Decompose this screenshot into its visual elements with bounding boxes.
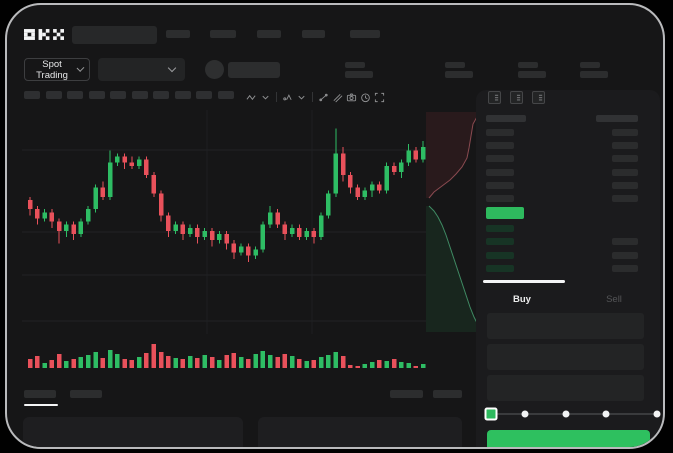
sell-tab-label: Sell	[606, 293, 622, 305]
search-input[interactable]	[72, 26, 157, 44]
timeframe-button[interactable]	[196, 91, 212, 99]
timeframe-button[interactable]	[174, 91, 191, 99]
orderbook-header-amount	[596, 115, 638, 122]
stat-value-placeholder	[445, 71, 473, 78]
trade-tabs: Buy Sell	[476, 289, 660, 309]
bottom-action-placeholder[interactable]	[390, 390, 423, 398]
tab-sell[interactable]: Sell	[568, 289, 660, 309]
bottom-tab[interactable]	[24, 390, 56, 398]
chevron-down-icon[interactable]	[296, 92, 307, 103]
depth-chart	[426, 112, 480, 332]
wave-icon[interactable]	[246, 92, 257, 103]
last-price-highlight[interactable]	[486, 207, 524, 219]
indicator-icon[interactable]	[282, 92, 293, 103]
bottom-tab[interactable]	[70, 390, 102, 398]
timeframe-button[interactable]	[88, 91, 105, 99]
clock-icon[interactable]	[360, 92, 371, 103]
bid-amount-placeholder[interactable]	[612, 264, 638, 272]
chevron-down-icon	[76, 64, 85, 72]
stat-label-placeholder	[445, 62, 465, 68]
timeframe-button[interactable]	[131, 91, 148, 99]
trade-input-field[interactable]	[487, 344, 644, 370]
timeframe-button[interactable]	[153, 91, 169, 99]
ask-price-placeholder[interactable]	[486, 155, 514, 163]
stat-value-placeholder	[580, 71, 608, 78]
ask-amount-placeholder[interactable]	[612, 129, 638, 136]
slider-track	[491, 413, 657, 415]
trade-input-field[interactable]	[487, 375, 644, 401]
stat-value-placeholder	[518, 71, 546, 78]
bid-price-placeholder[interactable]	[486, 264, 514, 272]
stat-value-placeholder	[345, 71, 373, 78]
chevron-down-icon	[167, 63, 177, 73]
volume-chart	[22, 338, 426, 368]
nav-item-placeholder[interactable]	[302, 30, 325, 38]
timeframe-button[interactable]	[45, 91, 62, 99]
buy-submit-button[interactable]	[487, 430, 650, 447]
nav-item-placeholder[interactable]	[210, 30, 236, 38]
timeframe-button[interactable]	[24, 91, 40, 99]
nav-item-placeholder[interactable]	[350, 30, 380, 38]
book-buy-icon[interactable]	[510, 91, 523, 104]
ask-price-placeholder[interactable]	[486, 129, 514, 136]
bottom-panel-left	[23, 417, 243, 447]
bid-amount-placeholder[interactable]	[612, 238, 638, 246]
pair-selector-dropdown[interactable]	[98, 58, 185, 81]
timeframe-button[interactable]	[67, 91, 83, 99]
trade-input-field[interactable]	[487, 313, 644, 339]
chevron-down-icon[interactable]	[260, 92, 271, 103]
ask-amount-placeholder[interactable]	[612, 168, 638, 176]
bottom-action-placeholder[interactable]	[433, 390, 462, 398]
ask-amount-placeholder[interactable]	[612, 155, 638, 163]
device-frame: Spot Trading Buy Sell	[5, 3, 665, 449]
book-sell-icon[interactable]	[532, 91, 545, 104]
ask-amount-placeholder[interactable]	[612, 181, 638, 189]
slider-stop[interactable]	[653, 410, 661, 418]
stat-label-placeholder	[345, 62, 365, 68]
bid-price-placeholder[interactable]	[486, 251, 514, 259]
candlestick-chart	[22, 110, 426, 334]
expand-icon[interactable]	[374, 92, 385, 103]
ask-amount-placeholder[interactable]	[612, 195, 638, 202]
pair-name-placeholder	[228, 62, 280, 78]
toolbar-divider	[276, 92, 277, 102]
book-split-icon[interactable]	[488, 91, 501, 104]
tab-buy[interactable]: Buy	[476, 289, 568, 309]
ask-price-placeholder[interactable]	[486, 195, 514, 202]
orderbook-header-price	[486, 115, 526, 122]
buy-tab-label: Buy	[513, 293, 531, 305]
ask-price-placeholder[interactable]	[486, 142, 514, 150]
toolbar-divider	[312, 92, 313, 102]
nav-item-placeholder[interactable]	[257, 30, 281, 38]
ask-price-placeholder[interactable]	[486, 168, 514, 176]
okx-logo	[24, 28, 64, 41]
panel-tab-indicator	[483, 280, 565, 283]
timeframe-button[interactable]	[110, 91, 126, 99]
ruler-icon[interactable]	[332, 92, 343, 103]
stat-label-placeholder	[518, 62, 538, 68]
coin-icon	[205, 60, 224, 79]
nav-item-placeholder[interactable]	[166, 30, 190, 38]
bid-price-placeholder[interactable]	[486, 225, 514, 232]
stat-label-placeholder	[580, 62, 600, 68]
market-type-dropdown[interactable]: Spot Trading	[24, 58, 90, 81]
amount-slider[interactable]	[484, 406, 661, 422]
bottom-panel-right	[258, 417, 462, 447]
slider-stop[interactable]	[562, 410, 570, 418]
market-type-label: Spot Trading	[36, 58, 68, 81]
ask-price-placeholder[interactable]	[486, 181, 514, 189]
slider-stop[interactable]	[602, 410, 610, 418]
trendline-icon[interactable]	[318, 92, 329, 103]
ask-amount-placeholder[interactable]	[612, 142, 638, 150]
chart-tools	[246, 90, 385, 104]
slider-handle[interactable]	[484, 407, 498, 421]
camera-icon[interactable]	[346, 92, 357, 103]
bottom-tab-indicator	[24, 404, 58, 406]
bid-price-placeholder[interactable]	[486, 238, 514, 246]
slider-stop[interactable]	[521, 410, 529, 418]
bid-amount-placeholder[interactable]	[612, 251, 638, 259]
timeframe-button[interactable]	[217, 91, 234, 99]
